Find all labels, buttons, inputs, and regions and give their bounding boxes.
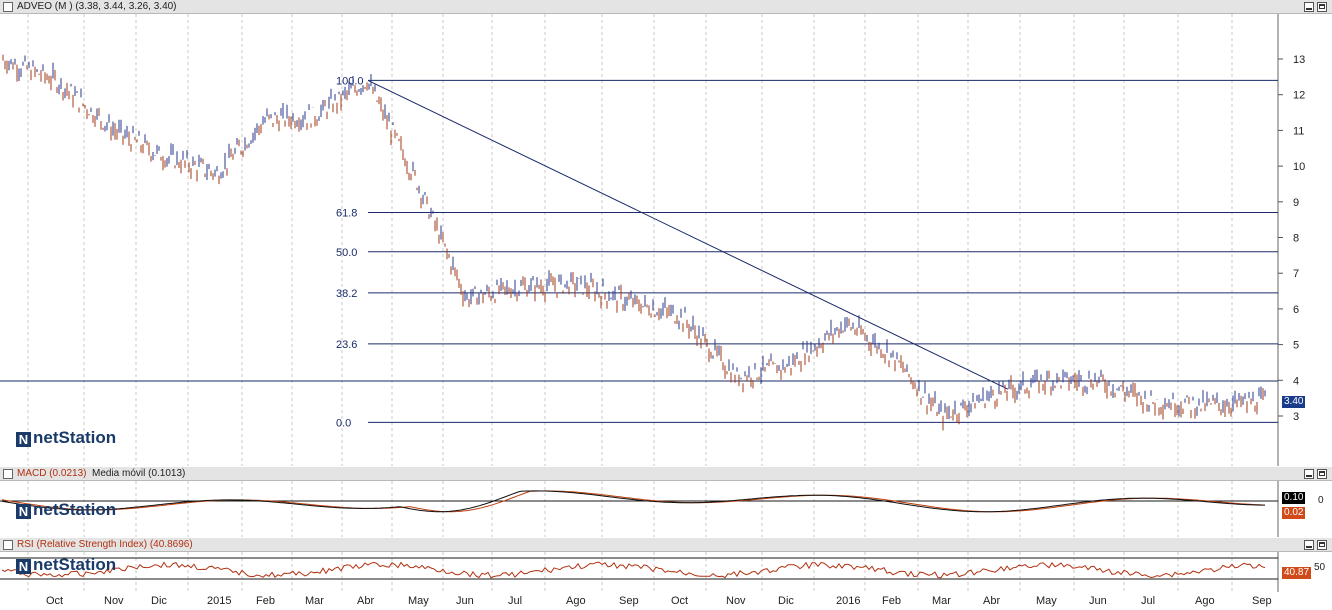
netstation-logo-icon: N [16,504,31,519]
macd-title: MACD (0.0213) [17,468,87,479]
x-axis-label: 2015 [207,595,232,607]
rsi-pane[interactable]: RSI (Relative Strength Index) (40.8696) … [0,538,1332,592]
x-axis-label: Jun [456,595,474,607]
maximize-icon[interactable] [1317,469,1327,479]
pane-icon [3,469,13,479]
x-axis-label: Dic [151,595,167,607]
last-price-badge: 3.40 [1282,396,1306,408]
x-axis-label: Jul [508,595,523,607]
logo-text: netStation [33,555,117,574]
x-axis-label: Ago [566,595,586,607]
x-axis-label: Nov [726,595,746,607]
rsi-line [1,561,1266,579]
x-axis-label: Nov [104,595,124,607]
x-axis-label: Oct [671,595,689,607]
x-axis-label: Dic [778,595,794,607]
x-axis-label: Ago [1195,595,1215,607]
price-pane-titlebar: ADVEO (M ) (3.38, 3.44, 3.26, 3.40) [0,0,1332,14]
x-axis-label: May [408,595,429,607]
y-tick-label: 13 [1293,54,1305,66]
plot-area [0,552,1278,592]
maximize-icon[interactable] [1317,2,1327,12]
fib-label: 50.0 [336,247,357,259]
price-chart: 13 12 11 10 9 8 7 6 5 4 3 100.0 61.8 50.0 38.2 23.6 0.0 [0,14,1305,466]
y-tick-label: 12 [1293,90,1305,102]
rsi-level-label: 50 [1314,562,1326,573]
y-tick-label: 10 [1293,161,1305,173]
trend-line [367,79,1009,390]
x-axis-label: May [1036,595,1057,607]
y-tick-label: 4 [1293,375,1299,387]
plot-area [0,14,1278,466]
rsi-title: RSI (Relative Strength Index) (40.8696) [17,539,193,550]
fib-label: 38.2 [336,288,357,300]
x-axis-label: Sep [1252,595,1272,607]
minimize-icon[interactable] [1304,469,1314,479]
macd-pane-titlebar: MACD (0.0213) Media móvil (0.1013) [0,467,1332,481]
pane-icon [3,2,13,12]
fib-label: 100.0 [336,75,364,87]
logo-text: netStation [33,428,117,447]
plot-area [0,481,1278,537]
x-axis-label: Jun [1089,595,1107,607]
x-axis-label: Jul [1141,595,1156,607]
x-axis-label: Feb [882,595,901,607]
x-axis-label: Sep [619,595,639,607]
price-pane[interactable]: ADVEO (M ) (3.38, 3.44, 3.26, 3.40) 13 12… [0,0,1332,466]
macd-zero-label: 0 [1318,495,1324,506]
x-axis-label: Abr [357,595,375,607]
y-tick-label: 11 [1293,125,1304,137]
x-axis-label: Feb [256,595,275,607]
rsi-value-badge: 40.87 [1282,567,1312,579]
macd-ma-title: Media móvil (0.1013) [92,468,186,479]
y-tick-label: 5 [1293,340,1299,352]
time-axis: Oct Nov Dic 2015 Feb Mar Abr May Jun Jul Ago Sep Oct… [0,592,1332,610]
macd-chart [0,481,1279,537]
x-axis-label: Oct [46,595,64,607]
netstation-logo-icon: N [16,432,31,447]
x-axis-label: Mar [305,595,324,607]
y-tick-label: 9 [1293,197,1299,209]
netstation-logo-icon: N [16,559,31,574]
logo-text: netStation [33,500,117,519]
y-tick-label: 7 [1293,268,1299,280]
minimize-icon[interactable] [1304,2,1314,12]
fib-label: 0.0 [336,417,351,429]
fib-label: 61.8 [336,208,357,220]
x-axis-label: 2016 [836,595,861,607]
pane-icon [3,540,13,550]
y-tick-label: 8 [1293,233,1299,245]
rsi-chart [0,552,1279,592]
macd-value-badge: 0.02 [1282,507,1306,519]
y-tick-label: 6 [1293,304,1299,316]
maximize-icon[interactable] [1317,540,1327,550]
price-pane-title: ADVEO (M ) (3.38, 3.44, 3.26, 3.40) [17,1,177,12]
x-axis-label: Mar [932,595,951,607]
rsi-pane-titlebar: RSI (Relative Strength Index) (40.8696) [0,538,1332,552]
minimize-icon[interactable] [1304,540,1314,550]
x-axis-label: Abr [983,595,1001,607]
fib-label: 23.6 [336,339,357,351]
y-tick-label: 3 [1293,411,1299,423]
macd-signal-badge: 0.10 [1282,492,1306,504]
macd-line [1,490,1265,513]
